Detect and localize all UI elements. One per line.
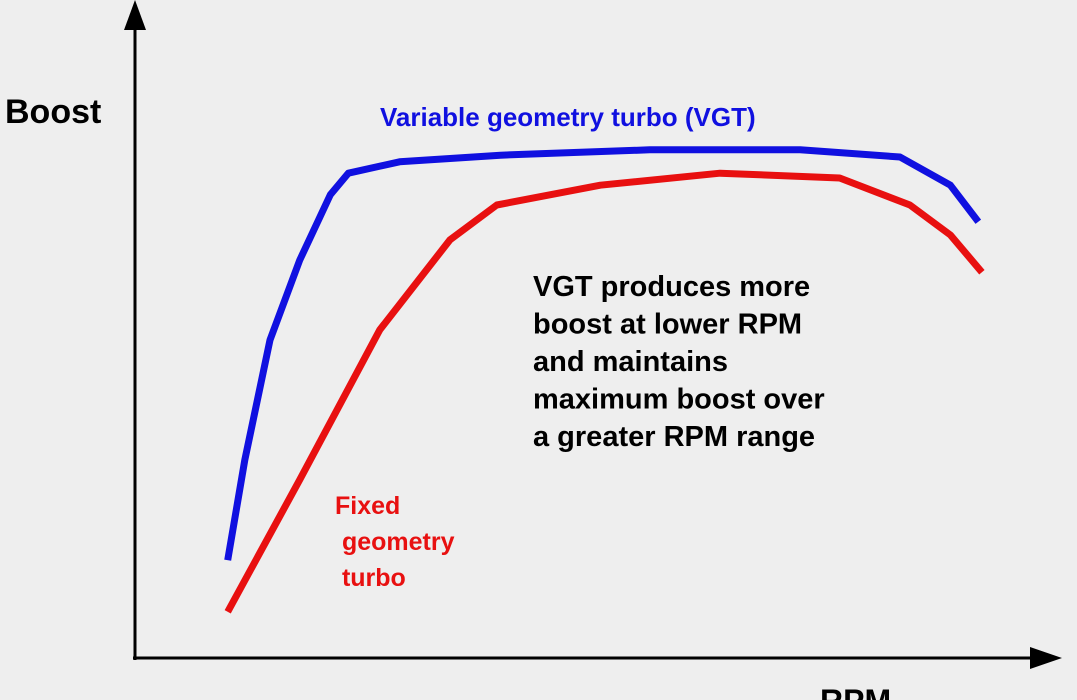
y-axis-arrow xyxy=(124,0,146,30)
series-label: Variable geometry turbo (VGT) xyxy=(380,102,756,132)
annotation: a greater RPM range xyxy=(533,421,815,453)
annotation: maximum boost over xyxy=(533,384,825,416)
annotation: and maintains xyxy=(533,346,728,378)
series-label: Fixed geometry turbo xyxy=(335,492,455,592)
series-line xyxy=(224,169,985,614)
x-axis-arrow xyxy=(1030,647,1062,669)
annotation: VGT produces more xyxy=(533,271,810,303)
series-line xyxy=(224,146,982,561)
y-axis-label: Boost xyxy=(5,93,101,131)
annotation: boost at lower RPM xyxy=(533,309,802,341)
x-axis-label: RPM xyxy=(820,683,891,700)
